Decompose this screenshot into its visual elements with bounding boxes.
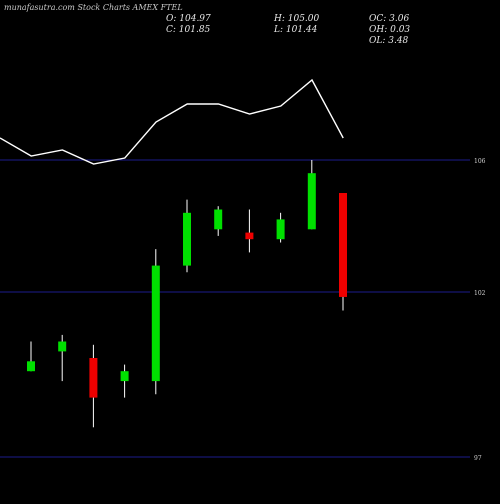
candle-body-1 [58, 342, 66, 352]
ohlc-high: H: 105.00 [274, 14, 319, 24]
ohlc-open: O: 104.97 [166, 14, 211, 24]
chart-title: Stock Charts AMEX FTEL [77, 3, 182, 12]
candle-body-9 [308, 173, 316, 229]
ohlc-oc: OC: 3.06 [369, 14, 409, 24]
watermark: munafasutra.com Stock Charts AMEX FTEL [4, 3, 183, 12]
y-tick-label-2: 97 [474, 455, 482, 462]
candle-body-0 [27, 361, 35, 371]
line-layer [0, 80, 343, 164]
candle-body-8 [277, 219, 285, 239]
tick-layer: 106 102 97 [474, 158, 486, 462]
candle-body-2 [89, 358, 97, 398]
grid-layer [0, 160, 470, 457]
candle-body-10 [339, 193, 347, 297]
candle-layer [27, 160, 347, 427]
candle-body-5 [183, 213, 191, 266]
ohlc-low: L: 101.44 [274, 25, 317, 35]
ohlc-ol: OL: 3.48 [369, 36, 408, 46]
candle-body-7 [245, 233, 253, 240]
ohlc-oh: OH: 0.03 [369, 25, 410, 35]
y-tick-label-0: 106 [474, 158, 486, 165]
overlay-line-series [0, 80, 343, 164]
candle-body-3 [121, 371, 129, 381]
ohlc-close: C: 101.85 [166, 25, 210, 35]
candle-body-4 [152, 266, 160, 382]
watermark-site: munafasutra.com [4, 3, 75, 12]
candle-body-6 [214, 210, 222, 230]
y-tick-label-1: 102 [474, 290, 486, 297]
